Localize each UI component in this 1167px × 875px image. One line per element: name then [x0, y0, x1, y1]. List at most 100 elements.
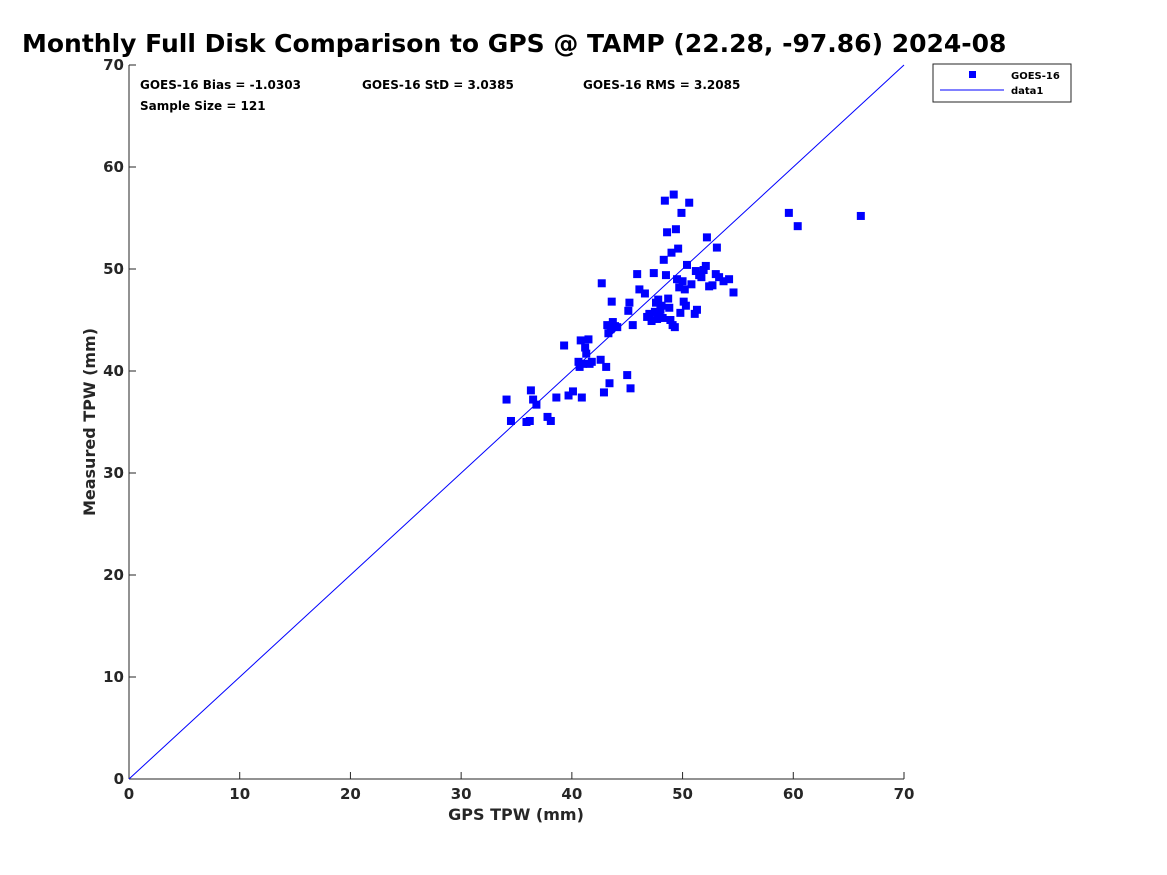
y-tick-label: 60 — [103, 158, 124, 176]
scatter-point — [683, 260, 691, 269]
scatter-point — [729, 288, 738, 297]
y-tick-label: 10 — [103, 668, 124, 686]
scatter-point — [602, 362, 611, 371]
scatter-point — [671, 225, 680, 234]
y-tick-label: 50 — [103, 260, 124, 278]
plot-area: 0 10 20 30 40 50 60 70 0 10 20 30 40 50 60 70 — [103, 56, 914, 803]
scatter-point — [702, 233, 711, 242]
y-tick-label: 20 — [103, 566, 124, 584]
legend-marker-goes16 — [969, 71, 976, 78]
reference-line-data1 — [128, 64, 905, 780]
scatter-point — [679, 297, 688, 306]
stat-sample-size: Sample Size = 121 — [140, 99, 266, 113]
scatter-point — [624, 306, 633, 315]
x-tick-label: 20 — [340, 785, 361, 803]
scatter-point — [674, 244, 683, 253]
scatter-point — [856, 211, 865, 220]
scatter-point — [603, 321, 612, 330]
scatter-point — [701, 261, 710, 270]
scatter-point — [712, 243, 721, 252]
scatter-point — [657, 301, 666, 310]
stat-rms: GOES-16 RMS = 3.2085 — [583, 78, 740, 92]
scatter-point — [680, 285, 689, 294]
scatter-point — [687, 280, 696, 289]
legend-box — [932, 63, 1072, 103]
scatter-point — [691, 267, 700, 276]
scatter-point — [784, 208, 793, 217]
scatter-point — [625, 298, 634, 307]
x-tick-label: 60 — [783, 785, 804, 803]
scatter-point — [725, 275, 734, 284]
scatter-point — [526, 386, 535, 395]
scatter-point — [715, 273, 724, 282]
scatter-point — [635, 285, 644, 294]
x-tick-label: 10 — [229, 785, 250, 803]
scatter-point — [574, 357, 583, 366]
scatter-point — [673, 275, 682, 284]
scatter-point — [581, 343, 590, 352]
scatter-point — [685, 198, 694, 207]
x-tick-label: 50 — [672, 785, 693, 803]
scatter-point — [633, 270, 642, 279]
y-tick-label: 40 — [103, 362, 124, 380]
scatter-point — [564, 391, 573, 400]
scatter-point — [666, 316, 675, 324]
scatter-point — [659, 255, 668, 264]
legend-label-data1: data1 — [1011, 86, 1043, 97]
scatter-point — [658, 313, 667, 322]
scatter-point — [665, 303, 674, 312]
stat-bias: GOES-16 Bias = -1.0303 — [140, 78, 301, 92]
scatter-point — [660, 196, 669, 205]
x-tick-label: 0 — [124, 785, 134, 803]
scatter-point — [606, 325, 615, 334]
scatter-point — [599, 388, 608, 397]
scatter-point — [793, 222, 802, 231]
scatter-point — [608, 318, 617, 327]
scatter-point — [663, 228, 672, 237]
x-ticks: 0 10 20 30 40 50 60 70 — [124, 772, 914, 803]
scatter-point — [690, 309, 699, 318]
scatter-point — [697, 273, 706, 282]
scatter-point — [678, 277, 687, 286]
y-tick-label: 30 — [103, 464, 124, 482]
scatter-point — [529, 395, 538, 404]
y-tick-label: 70 — [103, 56, 124, 74]
scatter-point — [525, 416, 534, 425]
scatter-point — [546, 416, 555, 425]
scatter-point — [605, 379, 614, 388]
scatter-point — [623, 371, 632, 380]
scatter-point — [582, 349, 591, 358]
scatter-point — [655, 309, 664, 318]
scatter-point — [649, 269, 658, 278]
scatter-point — [560, 341, 569, 350]
scatter-point — [681, 301, 690, 310]
y-axis-label: Measured TPW (mm) — [80, 328, 99, 516]
chart-title: Monthly Full Disk Comparison to GPS @ TA… — [22, 29, 1006, 58]
scatter-point — [506, 416, 515, 425]
scatter-point — [597, 279, 606, 288]
stat-std: GOES-16 StD = 3.0385 — [362, 78, 514, 92]
scatter-point — [675, 283, 684, 292]
scatter-point — [661, 271, 670, 280]
scatter-point — [626, 384, 635, 393]
scatter-point — [677, 208, 686, 217]
stats-annotations: GOES-16 Bias = -1.0303 GOES-16 StD = 3.0… — [140, 78, 740, 113]
scatter-point — [576, 336, 585, 345]
scatter-point — [650, 307, 659, 316]
scatter-point — [502, 395, 511, 404]
scatter-point — [640, 289, 649, 298]
scatter-point — [654, 295, 663, 304]
scatter-point — [613, 323, 622, 332]
scatter-point — [699, 266, 708, 275]
scatter-point — [628, 321, 637, 330]
scatter-point — [656, 305, 665, 314]
scatter-point — [604, 329, 613, 338]
legend-label-goes16: GOES-16 — [1011, 71, 1060, 82]
scatter-point — [670, 323, 679, 332]
scatter-point — [568, 387, 577, 396]
scatter-point — [647, 317, 656, 326]
scatter-point — [708, 281, 717, 290]
scatter-point — [596, 355, 605, 364]
scatter-point — [664, 294, 673, 303]
